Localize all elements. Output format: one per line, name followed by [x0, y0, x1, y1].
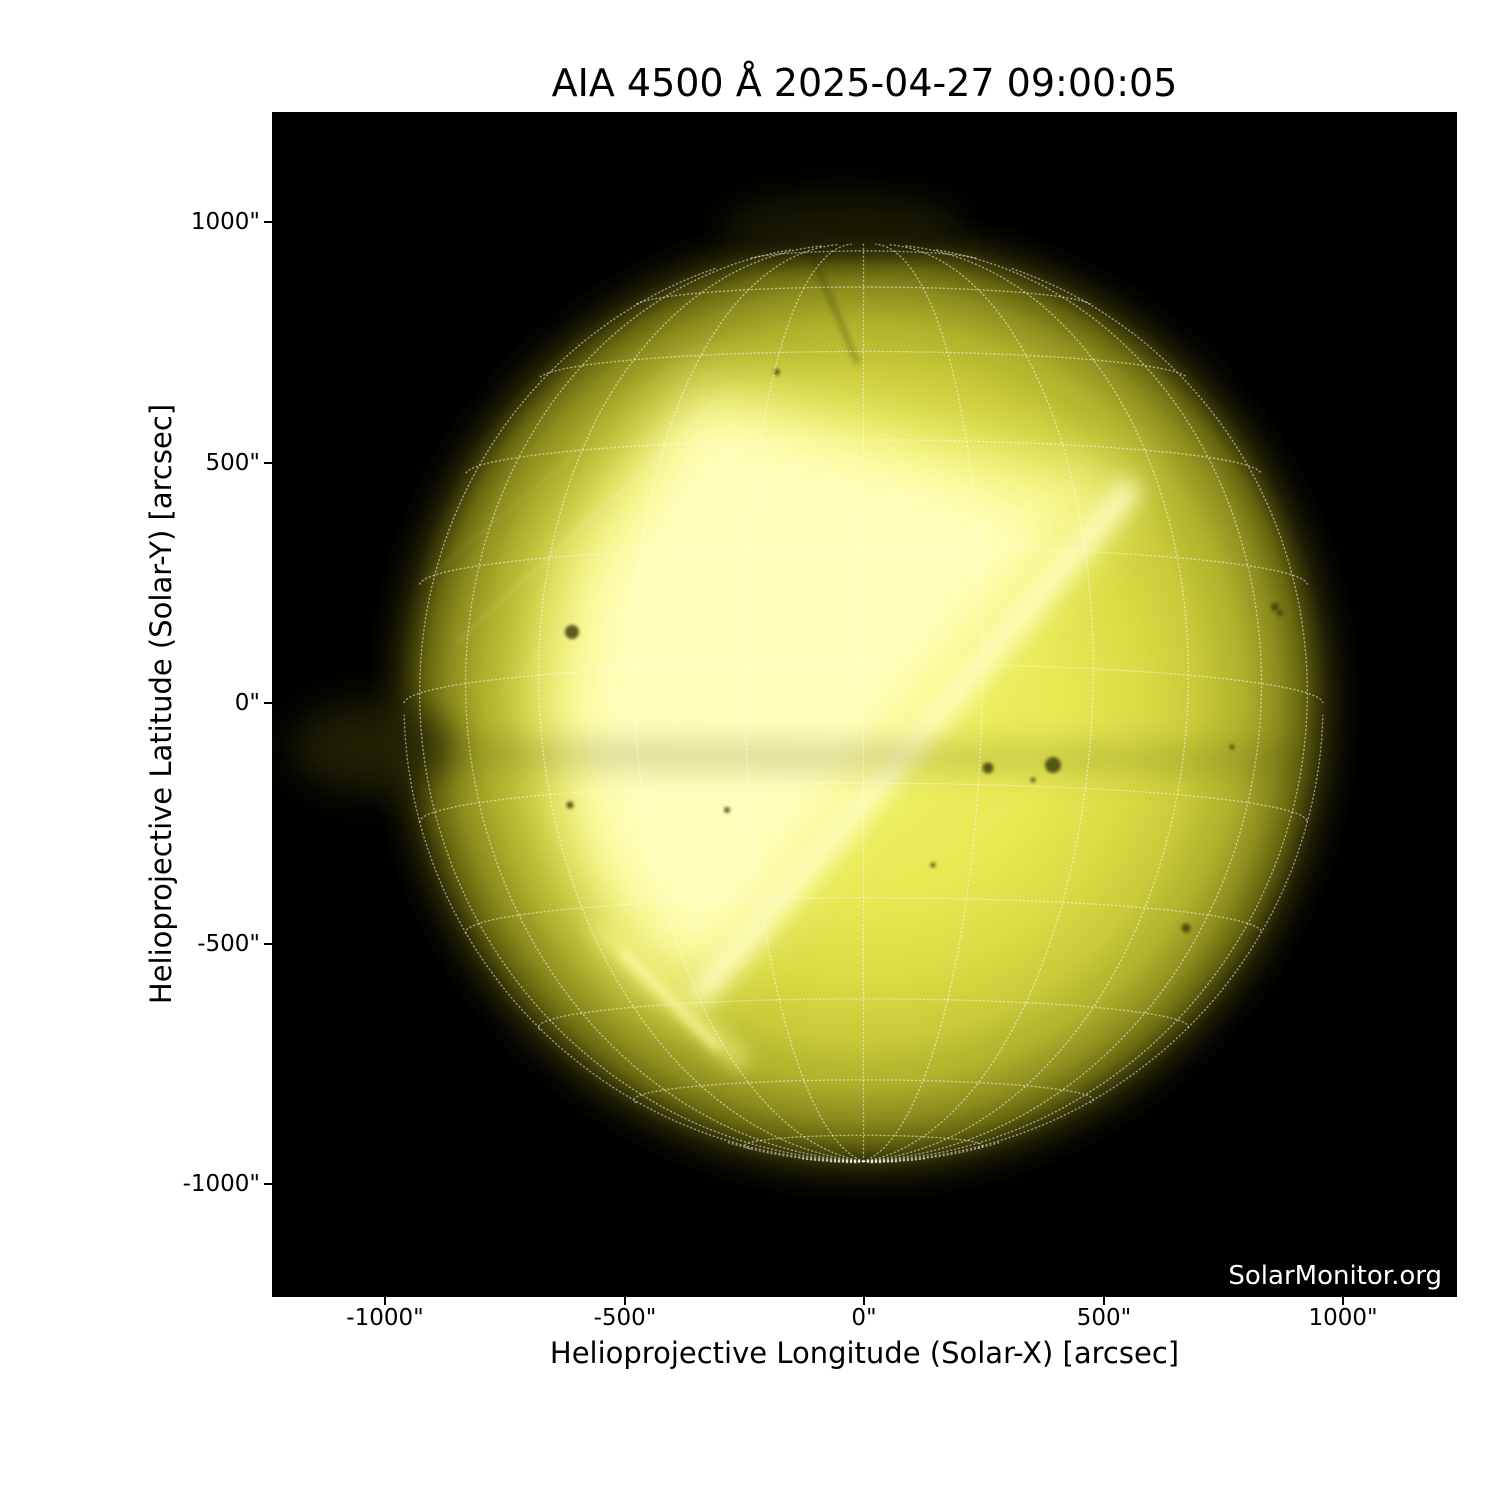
y-tick-label: -1000"	[182, 1171, 260, 1197]
x-axis-label: Helioprojective Longitude (Solar-X) [arc…	[549, 1336, 1180, 1370]
sunspot	[565, 625, 579, 639]
x-tick-mark	[384, 1297, 386, 1305]
sunspot	[982, 762, 994, 774]
sunspot	[1045, 757, 1061, 773]
plot-area: SolarMonitor.org	[272, 112, 1457, 1297]
x-tick-mark	[1342, 1297, 1344, 1305]
figure-title: AIA 4500 Å 2025-04-27 09:00:05	[551, 61, 1178, 105]
y-tick-mark	[264, 462, 272, 464]
x-tick-label: -1000"	[346, 1305, 424, 1331]
y-tick-label: 0"	[234, 690, 260, 716]
y-tick-mark	[264, 1183, 272, 1185]
solar-image	[292, 192, 1364, 1204]
x-tick-label: 0"	[851, 1305, 877, 1331]
sunspot	[1277, 610, 1283, 616]
y-tick-mark	[264, 221, 272, 223]
x-tick-mark	[863, 1297, 865, 1305]
sunspot	[1030, 777, 1036, 783]
watermark: SolarMonitor.org	[1228, 1261, 1442, 1291]
sunspot	[1229, 744, 1235, 750]
x-tick-mark	[1103, 1297, 1105, 1305]
x-tick-mark	[624, 1297, 626, 1305]
sunspot	[724, 807, 730, 813]
bright-region	[581, 420, 1051, 955]
y-tick-mark	[264, 943, 272, 945]
sunspot	[1181, 923, 1191, 933]
x-tick-label: 1000"	[1308, 1305, 1378, 1331]
limb-glow	[292, 192, 962, 792]
x-tick-label: -500"	[593, 1305, 657, 1331]
y-tick-label: -500"	[197, 931, 260, 957]
heliographic-grid	[403, 243, 1324, 1164]
x-tick-label: 500"	[1076, 1305, 1132, 1331]
sunspot	[774, 369, 780, 375]
y-tick-label: 500"	[205, 450, 260, 476]
sunspot	[566, 801, 574, 809]
sunspot	[930, 862, 936, 868]
y-tick-label: 1000"	[190, 209, 260, 235]
solar-surface-features	[409, 244, 1320, 1069]
y-tick-mark	[264, 702, 272, 704]
sunspot	[1271, 603, 1279, 611]
